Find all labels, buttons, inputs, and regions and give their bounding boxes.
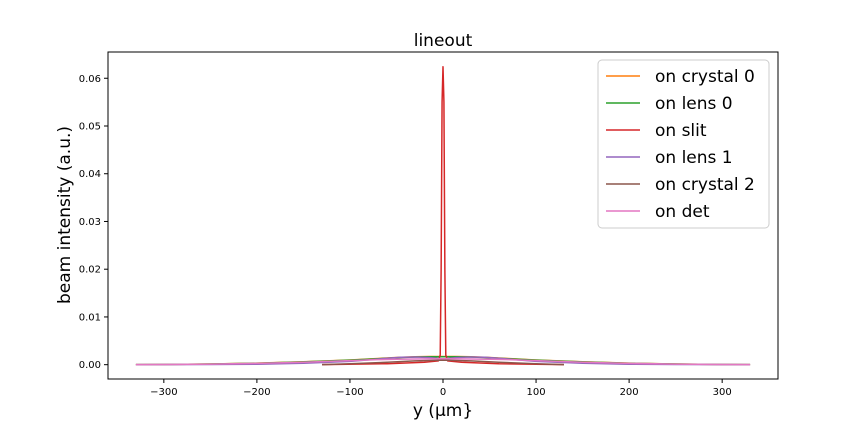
y-tick-label: 0.06 xyxy=(79,74,101,85)
y-tick-label: 0.04 xyxy=(79,169,101,180)
legend-label: on lens 0 xyxy=(655,94,733,114)
x-tick-label: 0 xyxy=(440,387,446,398)
y-axis-label: beam intensity (a.u.) xyxy=(55,126,75,304)
legend-label: on crystal 2 xyxy=(655,175,755,195)
x-tick-label: 200 xyxy=(620,387,639,398)
y-axis: 0.00 0.01 0.02 0.03 0.04 0.05 0.06 xyxy=(79,74,108,371)
legend-items: on crystal 0 on lens 0 on slit on lens 1 on … xyxy=(606,67,755,222)
x-tick-label: 300 xyxy=(713,387,732,398)
legend-label: on slit xyxy=(655,121,707,141)
chart-title: lineout xyxy=(414,31,473,51)
series-line-6 xyxy=(135,358,751,366)
legend-label: on det xyxy=(655,202,710,222)
series-layer xyxy=(135,66,751,366)
y-tick-label: 0.02 xyxy=(79,265,101,276)
y-tick-label: 0.01 xyxy=(79,312,101,323)
legend-box xyxy=(597,59,770,229)
x-axis-label: y (μm} xyxy=(413,401,473,421)
y-tick-label: 0.03 xyxy=(79,217,101,228)
x-tick-label: −100 xyxy=(336,387,363,398)
series-line-3 xyxy=(322,66,564,366)
y-tick-label: 0.00 xyxy=(79,360,101,371)
legend: on crystal 0 on lens 0 on slit on lens 1 on … xyxy=(597,59,770,229)
x-tick-label: 100 xyxy=(527,387,546,398)
legend-label: on crystal 0 xyxy=(655,67,755,87)
y-tick-label: 0.05 xyxy=(79,121,101,132)
x-axis: −300 −200 −100 0 100 200 300 xyxy=(150,379,732,398)
x-tick-label: −300 xyxy=(150,387,177,398)
x-tick-label: −200 xyxy=(243,387,270,398)
series-line-5 xyxy=(322,359,564,366)
legend-label: on lens 1 xyxy=(655,148,733,168)
